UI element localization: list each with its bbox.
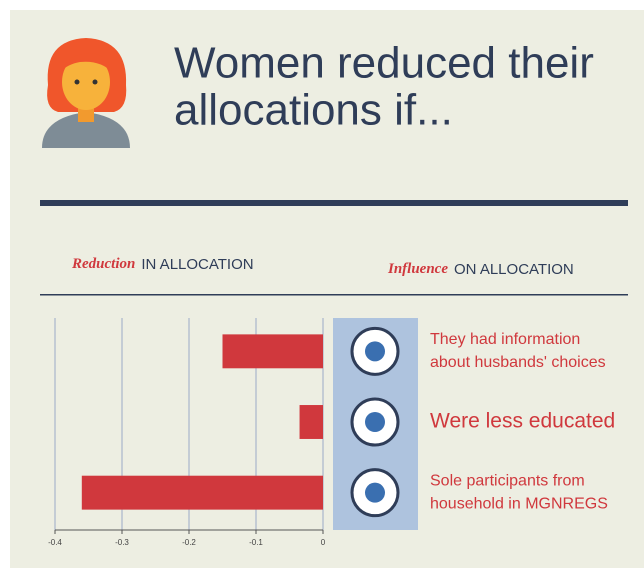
label-emphasis: Influence — [387, 261, 448, 277]
title-line: Women reduced their — [174, 39, 594, 88]
bar — [223, 334, 324, 368]
value-axis-label: Reduction IN ALLOCATION — [71, 256, 254, 273]
title-line: allocations if... — [174, 86, 453, 135]
icon-glyph — [365, 412, 385, 432]
bar — [300, 405, 323, 439]
label-text: ON ALLOCATION — [454, 261, 574, 278]
label-text: IN ALLOCATION — [141, 256, 253, 273]
label-emphasis: Reduction — [71, 256, 135, 272]
x-tick-label: -0.2 — [182, 538, 196, 547]
category-label: about husbands' choices — [430, 354, 606, 371]
infographic: Women reduced their allocations if... Re… — [0, 0, 644, 568]
category-axis-label: Influence ON ALLOCATION — [387, 261, 574, 278]
page: Women reduced their allocations if... Re… — [0, 0, 644, 568]
category-label: household in MGNREGS — [430, 495, 608, 512]
bar — [82, 476, 323, 510]
category-label: Sole participants from — [430, 472, 585, 489]
divider — [40, 294, 628, 296]
x-tick-label: -0.1 — [249, 538, 263, 547]
icon-glyph — [365, 341, 385, 361]
x-tick-label: 0 — [321, 538, 326, 547]
woman-icon — [42, 38, 130, 148]
x-tick-label: -0.3 — [115, 538, 129, 547]
category-label: Were less educated — [430, 410, 615, 433]
category-label: They had information — [430, 331, 580, 348]
icon-glyph — [365, 483, 385, 503]
x-tick-label: -0.4 — [48, 538, 62, 547]
divider — [40, 200, 628, 206]
